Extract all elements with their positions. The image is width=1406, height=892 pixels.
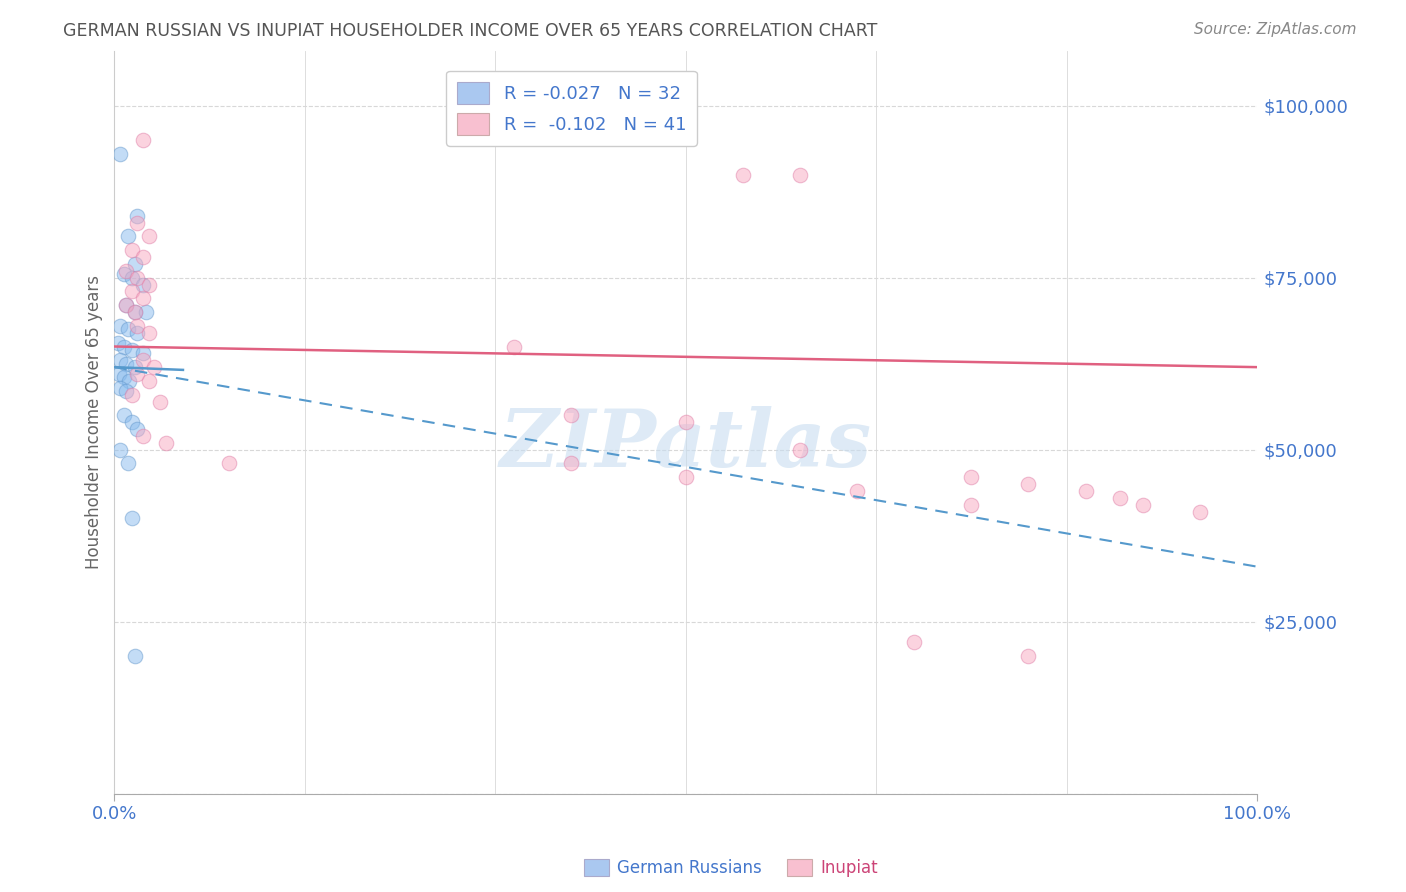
- Point: [121, 343, 143, 357]
- Point: [124, 649, 146, 664]
- Point: [127, 209, 149, 223]
- Point: [1074, 483, 1097, 498]
- Point: [1017, 477, 1039, 491]
- Point: [112, 409, 135, 423]
- Point: [143, 360, 166, 375]
- Point: [121, 387, 143, 401]
- Point: [138, 229, 160, 244]
- Point: [115, 357, 138, 371]
- Point: [127, 422, 149, 436]
- Point: [127, 367, 149, 381]
- Point: [124, 305, 146, 319]
- Point: [155, 435, 177, 450]
- Legend: R = -0.027   N = 32, R =  -0.102   N = 41: R = -0.027 N = 32, R = -0.102 N = 41: [446, 70, 697, 145]
- Point: [731, 168, 754, 182]
- Point: [121, 243, 143, 257]
- Point: [108, 381, 131, 395]
- Point: [132, 277, 155, 292]
- Point: [138, 277, 160, 292]
- Point: [1017, 649, 1039, 664]
- Point: [789, 168, 811, 182]
- Point: [1188, 505, 1211, 519]
- Text: GERMAN RUSSIAN VS INUPIAT HOUSEHOLDER INCOME OVER 65 YEARS CORRELATION CHART: GERMAN RUSSIAN VS INUPIAT HOUSEHOLDER IN…: [63, 22, 877, 40]
- Point: [960, 498, 983, 512]
- Point: [121, 511, 143, 525]
- Point: [1109, 491, 1132, 505]
- Point: [1132, 498, 1154, 512]
- Point: [108, 442, 131, 457]
- Point: [132, 429, 155, 443]
- Point: [117, 322, 139, 336]
- Point: [118, 374, 141, 388]
- Point: [132, 353, 155, 368]
- Point: [124, 360, 146, 375]
- Point: [132, 291, 155, 305]
- Point: [117, 457, 139, 471]
- Point: [903, 635, 925, 649]
- Point: [108, 367, 131, 381]
- Point: [960, 470, 983, 484]
- Y-axis label: Householder Income Over 65 years: Householder Income Over 65 years: [86, 275, 103, 569]
- Point: [108, 147, 131, 161]
- Point: [115, 298, 138, 312]
- Point: [115, 264, 138, 278]
- Point: [121, 415, 143, 429]
- Point: [846, 483, 869, 498]
- Point: [112, 370, 135, 384]
- Point: [503, 339, 526, 353]
- Point: [560, 457, 582, 471]
- Point: [112, 339, 135, 353]
- Point: [112, 267, 135, 281]
- Point: [127, 326, 149, 340]
- Point: [108, 353, 131, 368]
- Point: [135, 305, 157, 319]
- Point: [789, 442, 811, 457]
- Point: [115, 298, 138, 312]
- Point: [138, 326, 160, 340]
- Point: [132, 133, 155, 147]
- Point: [560, 409, 582, 423]
- Point: [115, 384, 138, 399]
- Point: [121, 270, 143, 285]
- Text: Source: ZipAtlas.com: Source: ZipAtlas.com: [1194, 22, 1357, 37]
- Point: [132, 346, 155, 360]
- Legend: German Russians, Inupiat: German Russians, Inupiat: [578, 852, 884, 884]
- Point: [107, 336, 129, 351]
- Point: [138, 374, 160, 388]
- Point: [218, 457, 240, 471]
- Point: [117, 229, 139, 244]
- Point: [127, 216, 149, 230]
- Point: [132, 250, 155, 264]
- Point: [675, 470, 697, 484]
- Point: [127, 318, 149, 333]
- Point: [675, 415, 697, 429]
- Point: [149, 394, 172, 409]
- Point: [124, 305, 146, 319]
- Point: [121, 285, 143, 299]
- Point: [127, 270, 149, 285]
- Text: ZIPatlas: ZIPatlas: [499, 406, 872, 483]
- Point: [124, 257, 146, 271]
- Point: [108, 318, 131, 333]
